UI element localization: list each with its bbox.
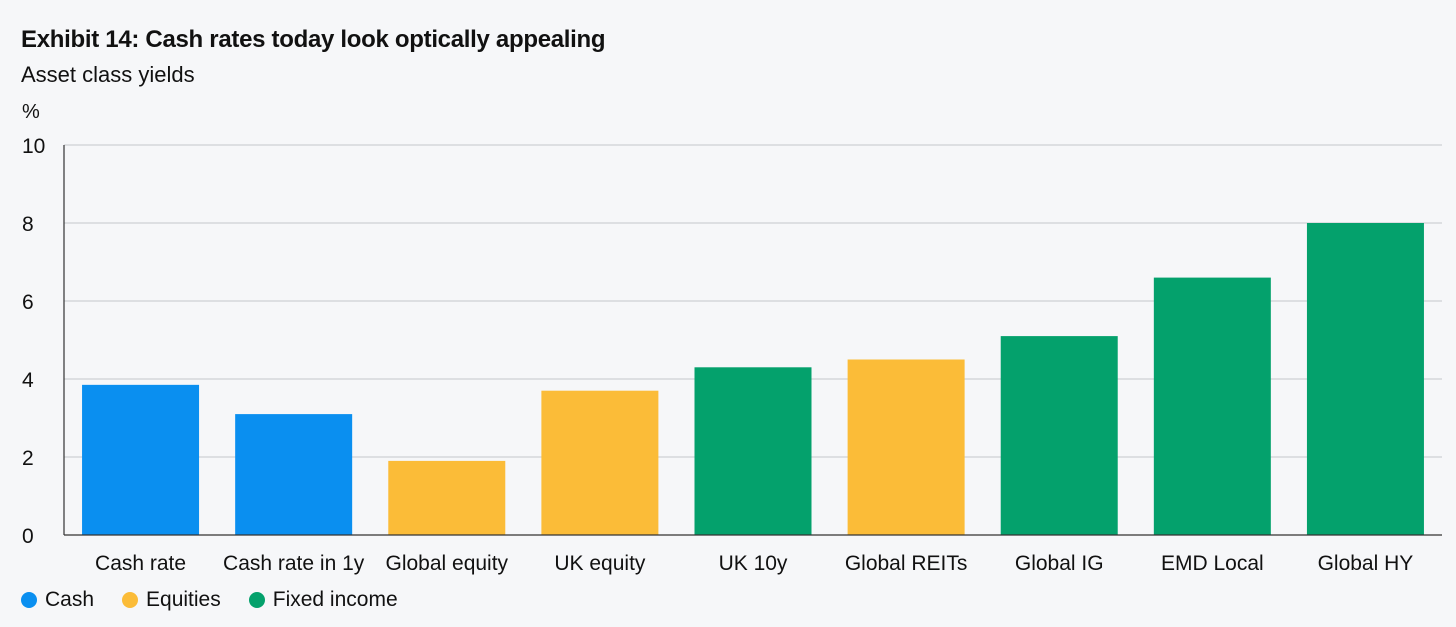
x-tick-label: UK equity — [554, 552, 646, 575]
bar-chart: % 0 2 4 6 8 10 Cash rate Cash rate in 1y Global e… — [22, 101, 1442, 575]
x-tick-label: Cash rate — [95, 552, 186, 575]
legend-label-cash: Cash — [45, 588, 95, 611]
x-tick-label: UK 10y — [719, 552, 788, 575]
chart-subtitle: Asset class yields — [21, 62, 195, 87]
y-tick-label: 6 — [22, 291, 34, 314]
x-tick-label: Global REITs — [845, 552, 968, 575]
bar — [82, 384, 200, 535]
bar — [541, 390, 659, 535]
legend-swatch-equities — [122, 592, 139, 608]
chart-legend: Cash Equities Fixed income — [21, 588, 426, 612]
legend-item-equities: Equities — [122, 588, 221, 612]
x-tick-label: Global IG — [1015, 552, 1104, 575]
legend-swatch-cash — [21, 592, 37, 608]
y-axis-unit-label: % — [22, 101, 40, 123]
legend-swatch-fixed-income — [248, 592, 265, 608]
x-tick-label: Global equity — [385, 552, 508, 575]
bar — [847, 359, 965, 535]
legend-item-cash: Cash — [21, 588, 94, 612]
x-tick-label: Global HY — [1318, 552, 1414, 575]
y-tick-label: 0 — [22, 525, 34, 548]
x-tick-label: Cash rate in 1y — [223, 552, 365, 575]
y-tick-label: 8 — [22, 213, 34, 236]
legend-label-fixed-income: Fixed income — [272, 588, 398, 611]
x-tick-label: EMD Local — [1161, 552, 1264, 575]
bar — [1000, 336, 1118, 535]
y-tick-label: 4 — [22, 369, 34, 392]
bar — [388, 460, 506, 535]
bar — [694, 367, 812, 535]
legend-item-fixed-income: Fixed income — [248, 588, 398, 612]
y-tick-label: 10 — [22, 135, 45, 158]
bar — [235, 414, 353, 535]
bar — [1306, 223, 1424, 535]
bar — [1153, 277, 1271, 535]
y-tick-label: 2 — [22, 447, 34, 470]
legend-label-equities: Equities — [146, 588, 221, 611]
chart-title: Exhibit 14: Cash rates today look optica… — [21, 26, 606, 53]
